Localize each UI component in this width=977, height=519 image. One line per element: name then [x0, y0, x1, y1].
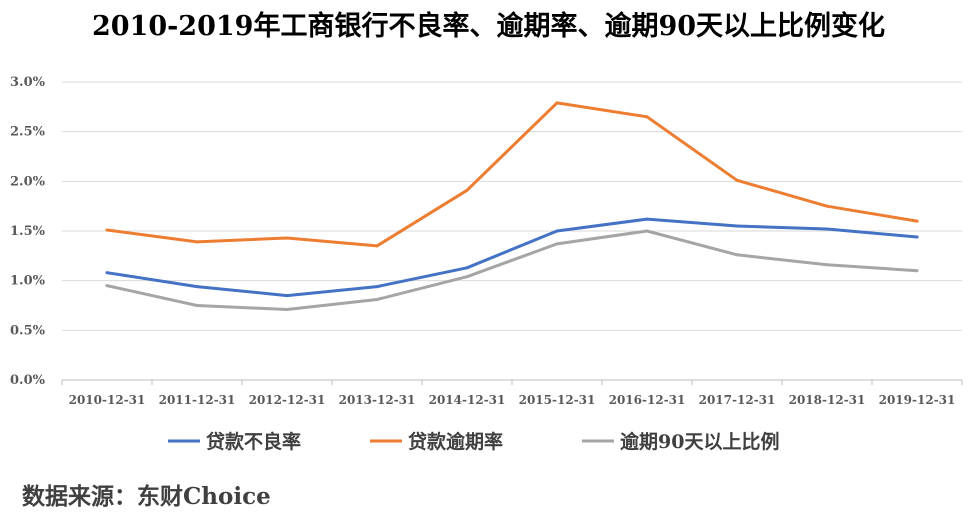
x-tick-label: 2016-12-31	[609, 393, 686, 407]
x-tick-label: 2015-12-31	[519, 393, 596, 407]
y-axis: 0.0% 0.5% 1.0% 1.5% 2.0% 2.5% 3.0%	[10, 75, 46, 388]
data-point	[105, 228, 109, 232]
series-line-0	[105, 217, 919, 298]
x-tick-label: 2019-12-31	[879, 393, 956, 407]
data-point	[825, 204, 829, 208]
series-line-1	[105, 101, 919, 248]
data-point	[645, 115, 649, 119]
series-lines	[105, 101, 919, 311]
data-point	[465, 275, 469, 279]
x-tick-label: 2010-12-31	[69, 393, 146, 407]
y-tick-label: 0.5%	[10, 323, 46, 338]
data-point	[195, 304, 199, 307]
legend-label-0: 贷款不良率	[206, 430, 301, 453]
data-point	[465, 188, 469, 192]
data-point	[555, 101, 559, 105]
data-point	[285, 294, 289, 298]
data-point	[555, 229, 559, 233]
y-tick-label: 1.5%	[10, 224, 46, 239]
x-tick-label: 2018-12-31	[789, 393, 866, 407]
data-point	[825, 227, 829, 231]
data-point	[375, 244, 379, 248]
data-point	[825, 263, 829, 267]
data-point	[645, 229, 649, 233]
x-tick-label: 2013-12-31	[339, 393, 416, 407]
data-point	[375, 298, 379, 302]
legend-label-1: 贷款逾期率	[408, 430, 503, 453]
data-point	[645, 217, 649, 221]
source-note: 数据来源：东财Choice	[22, 483, 271, 510]
data-point	[105, 284, 109, 288]
chart-title: 2010-2019年工商银行不良率、逾期率、逾期90天以上比例变化	[91, 11, 886, 42]
x-axis: 2010-12-31 2011-12-31 2012-12-31 2013-12-31…	[61, 380, 963, 407]
data-point	[195, 285, 199, 289]
x-tick-label: 2014-12-31	[429, 393, 506, 407]
data-point	[915, 269, 919, 273]
y-tick-label: 2.0%	[10, 174, 46, 189]
legend: 贷款不良率 贷款逾期率 逾期90天以上比例	[168, 430, 779, 453]
data-point	[735, 253, 739, 257]
x-tick-label: 2012-12-31	[249, 393, 326, 407]
legend-label-2: 逾期90天以上比例	[620, 430, 779, 453]
y-tick-label: 2.5%	[10, 125, 46, 140]
series-line-2	[105, 229, 919, 311]
data-point	[195, 240, 199, 244]
data-point	[555, 242, 559, 246]
y-tick-label: 1.0%	[10, 274, 46, 289]
grid-lines	[62, 81, 962, 381]
y-tick-label: 0.0%	[10, 373, 46, 388]
data-point	[915, 235, 919, 239]
x-tick-label: 2011-12-31	[159, 393, 236, 407]
data-point	[375, 285, 379, 289]
data-point	[285, 307, 289, 311]
data-point	[915, 219, 919, 223]
y-tick-label: 3.0%	[10, 75, 46, 90]
data-point	[105, 271, 109, 275]
x-tick-label: 2017-12-31	[699, 393, 776, 407]
data-point	[465, 266, 469, 270]
data-point	[735, 224, 739, 228]
data-point	[735, 178, 739, 182]
data-point	[285, 236, 289, 240]
